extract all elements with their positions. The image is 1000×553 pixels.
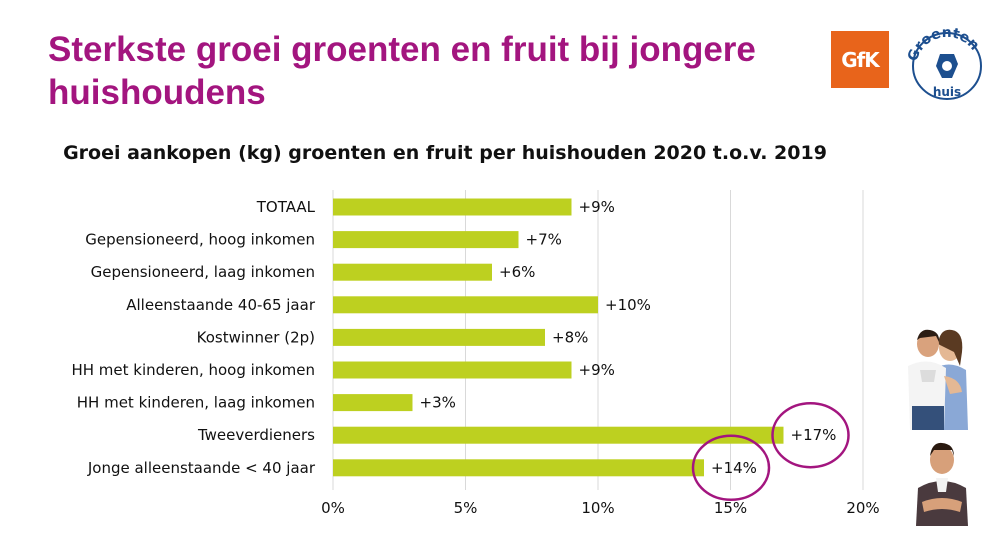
svg-text:huis: huis <box>933 85 961 99</box>
gfk-logo: GfK <box>831 31 889 88</box>
category-label: Gepensioneerd, hoog inkomen <box>85 231 315 249</box>
x-tick-label: 20% <box>846 499 879 517</box>
chart-title: Groei aankopen (kg) groenten en fruit pe… <box>63 142 827 164</box>
highlight-circle <box>771 401 850 469</box>
bar <box>333 328 545 346</box>
data-label: +6% <box>499 263 535 281</box>
bar <box>333 198 572 216</box>
category-label: Tweeverdieners <box>197 426 315 444</box>
x-tick-label: 10% <box>581 499 614 517</box>
category-label: Jonge alleenstaande < 40 jaar <box>87 459 316 477</box>
category-label: HH met kinderen, laag inkomen <box>77 394 315 412</box>
bar <box>333 394 413 412</box>
category-label: Alleenstaande 40-65 jaar <box>126 296 316 314</box>
category-label: Gepensioneerd, laag inkomen <box>91 263 315 281</box>
bar <box>333 426 784 444</box>
young-man-photo <box>912 436 972 526</box>
data-label: +14% <box>711 459 757 477</box>
bar <box>333 263 492 281</box>
data-label: +3% <box>420 394 456 412</box>
groenten-fruit-huis-logo: Groenten huis <box>906 25 982 100</box>
bars <box>333 198 784 477</box>
bar <box>333 231 519 249</box>
data-label: +7% <box>526 231 562 249</box>
bar <box>333 296 598 314</box>
bar <box>333 361 572 379</box>
category-label: Kostwinner (2p) <box>197 328 315 346</box>
highlights <box>691 401 850 502</box>
x-tick-label: 5% <box>454 499 478 517</box>
highlight-circle <box>691 434 771 502</box>
slide-title: Sterkste groei groenten en fruit bij jon… <box>48 30 756 112</box>
bar <box>333 459 704 477</box>
data-label: +8% <box>552 328 588 346</box>
x-tick-label: 15% <box>714 499 747 517</box>
couple-photo <box>900 322 974 430</box>
data-label: +9% <box>579 361 615 379</box>
category-label: HH met kinderen, hoog inkomen <box>71 361 315 379</box>
data-label: +9% <box>579 198 615 216</box>
data-label: +10% <box>605 296 651 314</box>
data-label: +17% <box>791 426 837 444</box>
x-tick-label: 0% <box>321 499 345 517</box>
labels: 0% 5% 10% 15% 20% TOTAAL +9% Gepensioneerd, hoo… <box>71 198 879 517</box>
category-label: TOTAAL <box>256 198 316 216</box>
